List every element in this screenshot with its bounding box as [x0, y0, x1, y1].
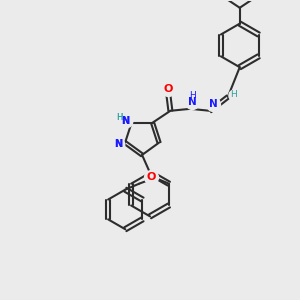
- Text: H: H: [116, 113, 123, 122]
- Text: N: N: [122, 116, 130, 126]
- Text: H: H: [116, 113, 123, 122]
- Text: N: N: [122, 116, 130, 126]
- Text: N: N: [188, 97, 197, 107]
- Text: O: O: [146, 172, 156, 182]
- Text: N: N: [208, 99, 217, 109]
- Text: O: O: [164, 84, 173, 94]
- Text: H: H: [230, 91, 237, 100]
- Text: N: N: [114, 139, 122, 148]
- Text: H: H: [189, 92, 196, 100]
- Text: N: N: [114, 139, 122, 148]
